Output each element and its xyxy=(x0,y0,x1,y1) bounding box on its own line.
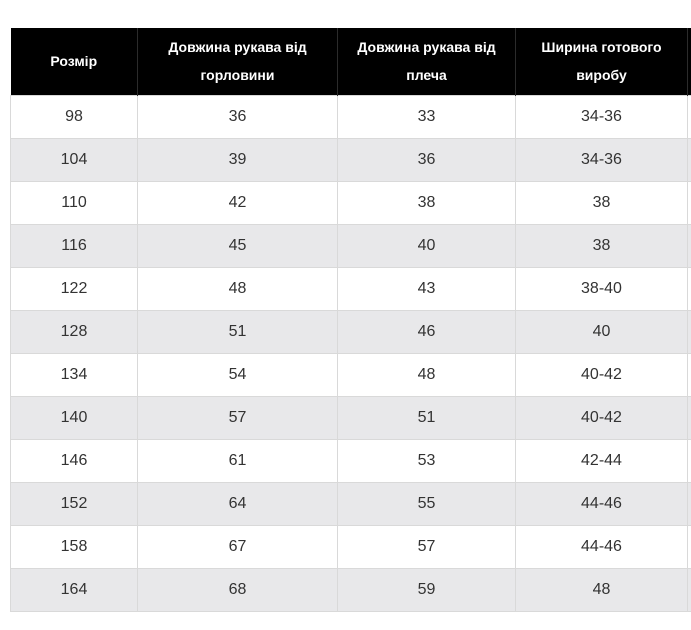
table-row: 116 45 40 38 xyxy=(10,223,691,268)
cell-garment-width: 40 xyxy=(515,309,688,354)
cell-garment-width: 38 xyxy=(515,223,688,268)
cell-sleeve-from-shoulder: 48 xyxy=(337,352,516,397)
table-row: 98 36 33 34-36 xyxy=(10,94,691,139)
cell-overflow xyxy=(687,266,691,311)
table-row: 128 51 46 40 xyxy=(10,309,691,354)
cell-size: 116 xyxy=(10,223,138,268)
cell-sleeve-from-neck: 36 xyxy=(137,94,338,139)
cell-sleeve-from-shoulder: 43 xyxy=(337,266,516,311)
cell-sleeve-from-neck: 51 xyxy=(137,309,338,354)
cell-garment-width: 34-36 xyxy=(515,137,688,182)
cell-overflow xyxy=(687,309,691,354)
cell-garment-width: 38 xyxy=(515,180,688,225)
cell-size: 134 xyxy=(10,352,138,397)
table-row: 146 61 53 42-44 xyxy=(10,438,691,483)
table-row: 152 64 55 44-46 xyxy=(10,481,691,526)
cell-sleeve-from-shoulder: 59 xyxy=(337,567,516,612)
header-row: Розмір Довжина рукава від горловини Довж… xyxy=(10,28,691,95)
size-chart-table: Розмір Довжина рукава від горловини Довж… xyxy=(10,28,691,612)
cell-sleeve-from-neck: 64 xyxy=(137,481,338,526)
cell-garment-width: 44-46 xyxy=(515,481,688,526)
cell-overflow xyxy=(687,352,691,397)
table-row: 122 48 43 38-40 xyxy=(10,266,691,311)
table-row: 164 68 59 48 xyxy=(10,567,691,612)
cell-garment-width: 38-40 xyxy=(515,266,688,311)
cell-size: 158 xyxy=(10,524,138,569)
table-body: 98 36 33 34-36 104 39 36 34-36 110 42 38… xyxy=(10,94,691,612)
cell-garment-width: 44-46 xyxy=(515,524,688,569)
cell-sleeve-from-neck: 54 xyxy=(137,352,338,397)
cell-garment-width: 40-42 xyxy=(515,395,688,440)
cell-sleeve-from-shoulder: 51 xyxy=(337,395,516,440)
cell-sleeve-from-shoulder: 38 xyxy=(337,180,516,225)
column-header-overflow xyxy=(687,28,691,95)
cell-sleeve-from-shoulder: 33 xyxy=(337,94,516,139)
table-header: Розмір Довжина рукава від горловини Довж… xyxy=(10,28,691,95)
cell-sleeve-from-neck: 57 xyxy=(137,395,338,440)
cell-sleeve-from-neck: 68 xyxy=(137,567,338,612)
cell-sleeve-from-neck: 67 xyxy=(137,524,338,569)
cell-overflow xyxy=(687,180,691,225)
cell-sleeve-from-neck: 42 xyxy=(137,180,338,225)
cell-overflow xyxy=(687,438,691,483)
cell-size: 98 xyxy=(10,94,138,139)
cell-overflow xyxy=(687,223,691,268)
cell-sleeve-from-shoulder: 57 xyxy=(337,524,516,569)
cell-overflow xyxy=(687,567,691,612)
table-row: 110 42 38 38 xyxy=(10,180,691,225)
cell-sleeve-from-shoulder: 46 xyxy=(337,309,516,354)
cell-overflow xyxy=(687,395,691,440)
cell-size: 110 xyxy=(10,180,138,225)
cell-overflow xyxy=(687,94,691,139)
cell-sleeve-from-shoulder: 40 xyxy=(337,223,516,268)
table-row: 104 39 36 34-36 xyxy=(10,137,691,182)
table-row: 140 57 51 40-42 xyxy=(10,395,691,440)
table-row: 158 67 57 44-46 xyxy=(10,524,691,569)
cell-sleeve-from-neck: 45 xyxy=(137,223,338,268)
cell-garment-width: 40-42 xyxy=(515,352,688,397)
size-chart-table-wrapper: Розмір Довжина рукава від горловини Довж… xyxy=(10,28,691,612)
cell-sleeve-from-neck: 39 xyxy=(137,137,338,182)
cell-overflow xyxy=(687,137,691,182)
cell-overflow xyxy=(687,524,691,569)
cell-sleeve-from-neck: 61 xyxy=(137,438,338,483)
cell-size: 164 xyxy=(10,567,138,612)
cell-overflow xyxy=(687,481,691,526)
cell-garment-width: 42-44 xyxy=(515,438,688,483)
cell-size: 146 xyxy=(10,438,138,483)
column-header-sleeve-from-shoulder: Довжина рукава від плеча xyxy=(337,28,516,95)
cell-size: 140 xyxy=(10,395,138,440)
cell-garment-width: 34-36 xyxy=(515,94,688,139)
column-header-sleeve-from-neck: Довжина рукава від горловини xyxy=(137,28,338,95)
cell-sleeve-from-shoulder: 53 xyxy=(337,438,516,483)
cell-sleeve-from-shoulder: 36 xyxy=(337,137,516,182)
cell-size: 128 xyxy=(10,309,138,354)
column-header-garment-width: Ширина готового виробу xyxy=(515,28,688,95)
cell-size: 104 xyxy=(10,137,138,182)
cell-sleeve-from-neck: 48 xyxy=(137,266,338,311)
table-row: 134 54 48 40-42 xyxy=(10,352,691,397)
cell-size: 152 xyxy=(10,481,138,526)
cell-sleeve-from-shoulder: 55 xyxy=(337,481,516,526)
column-header-size: Розмір xyxy=(10,28,138,95)
cell-garment-width: 48 xyxy=(515,567,688,612)
cell-size: 122 xyxy=(10,266,138,311)
